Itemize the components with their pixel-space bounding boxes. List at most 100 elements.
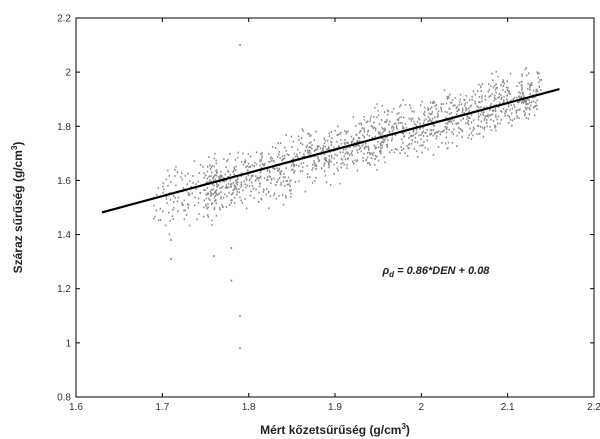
data-point xyxy=(232,191,234,194)
data-point xyxy=(211,164,214,167)
data-point xyxy=(448,112,451,115)
x-axis-title-text: Mért kőzetsűrűség (g/cm xyxy=(260,423,401,437)
data-point xyxy=(447,141,450,144)
data-point xyxy=(416,155,419,158)
data-point xyxy=(357,144,359,146)
data-point xyxy=(241,201,243,204)
data-point xyxy=(444,116,447,119)
data-point xyxy=(330,141,333,144)
y-tick-label: 1 xyxy=(65,338,71,349)
data-point xyxy=(235,169,237,172)
x-tick-label: 2.2 xyxy=(587,402,600,413)
data-point xyxy=(244,161,247,164)
data-point xyxy=(397,122,400,125)
data-point xyxy=(218,192,221,195)
data-point xyxy=(477,90,479,93)
data-point xyxy=(386,146,388,148)
data-point xyxy=(204,189,206,191)
data-point xyxy=(484,115,487,117)
data-point xyxy=(515,112,518,114)
data-point xyxy=(460,119,462,122)
data-point xyxy=(232,182,235,184)
data-point xyxy=(448,128,450,131)
data-point xyxy=(218,178,221,180)
data-point xyxy=(527,72,530,75)
data-point xyxy=(533,89,535,92)
data-point xyxy=(474,93,476,96)
data-point xyxy=(251,184,254,187)
data-point xyxy=(360,150,362,153)
data-point xyxy=(279,177,281,179)
data-point xyxy=(306,165,308,167)
data-point xyxy=(404,123,407,125)
data-point xyxy=(522,93,524,95)
data-point xyxy=(386,118,388,121)
data-point xyxy=(412,128,415,131)
data-point xyxy=(283,172,285,175)
data-point xyxy=(463,104,466,107)
data-point xyxy=(376,168,378,171)
data-point xyxy=(495,116,497,118)
data-point xyxy=(283,157,286,160)
data-point xyxy=(323,153,325,156)
data-point xyxy=(246,165,248,167)
data-point xyxy=(446,97,449,100)
data-points xyxy=(153,67,543,236)
data-point xyxy=(468,107,470,110)
data-point xyxy=(494,88,497,91)
data-point xyxy=(521,73,523,76)
data-point xyxy=(436,135,438,138)
data-point xyxy=(214,200,216,202)
data-point xyxy=(448,107,450,110)
data-point xyxy=(203,189,205,192)
data-point xyxy=(246,178,248,181)
data-point xyxy=(445,136,447,139)
data-point xyxy=(356,159,359,161)
data-point xyxy=(502,101,504,104)
data-point xyxy=(418,134,420,137)
data-point xyxy=(213,165,216,168)
data-point xyxy=(476,132,478,135)
data-point xyxy=(268,169,271,172)
data-point xyxy=(481,97,483,100)
data-point xyxy=(455,107,458,110)
data-point xyxy=(320,153,322,156)
data-point xyxy=(258,191,260,194)
y-axis-title-sup: 3 xyxy=(10,145,19,150)
data-point xyxy=(456,113,458,116)
data-point xyxy=(311,181,314,184)
data-point xyxy=(282,203,285,206)
data-point xyxy=(278,153,280,156)
data-point xyxy=(489,108,491,111)
data-point xyxy=(309,176,311,178)
data-point xyxy=(502,89,504,91)
data-point xyxy=(283,185,286,187)
data-point xyxy=(468,116,470,119)
data-point xyxy=(166,202,168,204)
data-point xyxy=(260,197,262,200)
data-point xyxy=(497,115,500,118)
data-point xyxy=(518,91,520,94)
data-point xyxy=(429,101,432,104)
data-point xyxy=(524,112,527,115)
data-point xyxy=(498,93,501,95)
outlier-point xyxy=(213,255,215,258)
data-point xyxy=(429,118,431,120)
data-point xyxy=(517,101,520,104)
data-point xyxy=(431,113,433,115)
data-point xyxy=(210,203,213,206)
data-point xyxy=(482,112,484,115)
data-point xyxy=(159,207,162,210)
data-point xyxy=(261,152,264,155)
data-point xyxy=(236,193,238,196)
data-point xyxy=(172,218,174,220)
data-point xyxy=(187,192,190,194)
data-point xyxy=(230,185,233,188)
data-point xyxy=(270,177,273,180)
data-point xyxy=(487,115,489,118)
data-point xyxy=(208,197,210,200)
data-point xyxy=(431,111,434,113)
data-point xyxy=(416,121,419,123)
data-point xyxy=(223,180,225,183)
data-point xyxy=(235,186,237,189)
